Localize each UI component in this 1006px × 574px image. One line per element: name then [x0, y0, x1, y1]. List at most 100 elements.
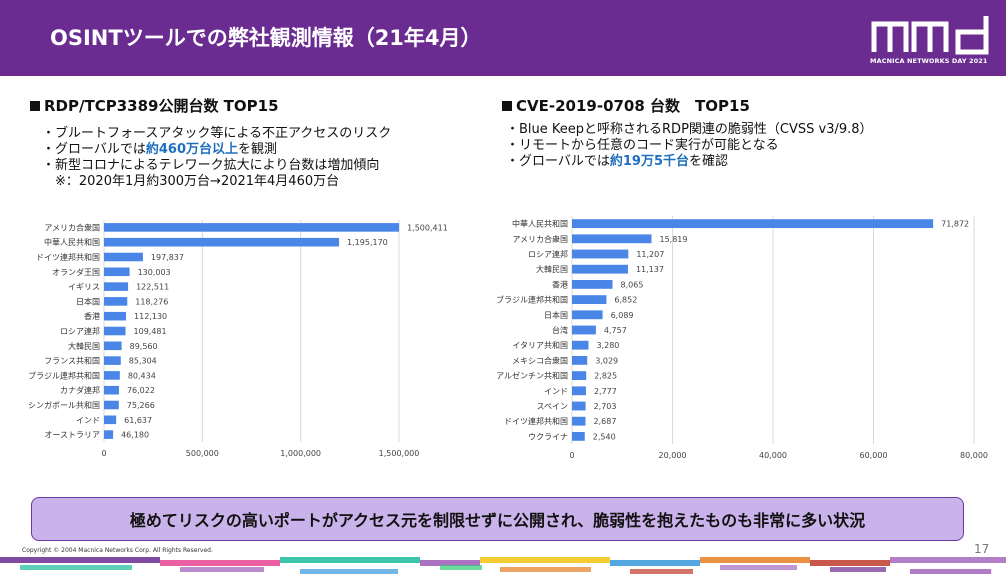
stripe [890, 557, 1006, 563]
category-label: インド [76, 416, 100, 425]
value-label: 122,511 [136, 283, 169, 292]
summary-banner: 極めてリスクの高いポートがアクセス元を制限せずに公開され、脆弱性を抱えたものも非… [31, 497, 964, 541]
category-label: 香港 [84, 311, 100, 321]
bar [572, 401, 586, 411]
x-tick-label: 0 [569, 451, 574, 460]
stripe [630, 569, 693, 574]
category-label: 日本国 [544, 310, 568, 320]
bar [572, 249, 629, 259]
category-label: ロシア連邦 [528, 249, 568, 259]
square-bullet-icon [30, 101, 40, 111]
bar [104, 400, 119, 410]
value-label: 2,703 [594, 402, 617, 411]
bar [572, 416, 586, 426]
category-label: ロシア連邦 [60, 326, 100, 336]
right-bullet-3: ・グローバルでは約19万5千台を確認 [506, 154, 729, 169]
bar [572, 431, 585, 441]
value-label: 130,003 [138, 268, 171, 277]
category-label: オーストラリア [44, 431, 100, 440]
bar [572, 371, 587, 381]
value-label: 1,195,170 [347, 238, 388, 247]
bar [572, 325, 596, 335]
right-section-title: CVE-2019-0708 台数 TOP15 [502, 95, 750, 116]
value-label: 11,207 [636, 250, 664, 259]
x-tick-label: 20,000 [659, 451, 687, 460]
x-tick-label: 1,000,000 [280, 449, 321, 458]
bar [572, 355, 588, 365]
right-bullet-1: ・Blue Keepと呼称されるRDP関連の脆弱性（CVSS v3/9.8） [506, 122, 873, 137]
stripe [810, 560, 890, 566]
bar [104, 311, 127, 321]
bar [104, 341, 122, 351]
value-label: 2,777 [594, 387, 617, 396]
value-label: 6,852 [614, 296, 637, 305]
stripe [420, 560, 480, 566]
value-label: 89,560 [130, 342, 158, 351]
value-label: 76,022 [127, 386, 155, 395]
category-label: フランス共和国 [44, 357, 100, 366]
right-bullet-2: ・リモートから任意のコード実行が可能となる [506, 138, 779, 153]
cve-bar-chart: 0 20,000 40,000 60,000 80,000 中華人民共和国 71,872 アメ… [496, 216, 988, 460]
category-label: 大韓民国 [68, 341, 100, 351]
bar [572, 234, 652, 244]
left-bullet-4: ※：2020年1月約300万台→2021年4月460万台 [42, 174, 340, 189]
bar [104, 415, 117, 425]
value-label: 2,825 [594, 372, 617, 381]
header-bar: OSINTツールでの弊社観測情報（21年4月） MACNICA NETWORKS… [0, 0, 1006, 76]
stripe [610, 560, 700, 566]
left-bullet-2: ・グローバルでは約460万台以上を観測 [42, 142, 278, 157]
category-label: ウクライナ [528, 432, 568, 441]
bar [572, 340, 589, 350]
category-label: インド [544, 387, 568, 396]
bar [572, 264, 628, 274]
bar [572, 295, 607, 305]
stripe [160, 560, 280, 566]
category-label: 台湾 [552, 325, 568, 335]
bar [572, 219, 934, 229]
value-label: 118,276 [135, 297, 168, 306]
value-label: 3,029 [595, 356, 618, 365]
x-tick-label: 500,000 [186, 449, 219, 458]
left-highlight: 約460万台以上 [145, 142, 239, 157]
rdp-bar-chart: 0 500,000 1,000,000 1,500,000 アメリカ合衆国 1,500,4… [28, 220, 448, 458]
bar [572, 279, 613, 289]
bar [104, 252, 143, 262]
left-bullet-3: ・新型コロナによるテレワーク拡大により台数は増加傾向 [42, 158, 380, 173]
value-label: 109,481 [134, 327, 167, 336]
value-label: 61,637 [124, 416, 152, 425]
decorative-stripes [0, 557, 1006, 574]
right-title-text: CVE-2019-0708 台数 TOP15 [516, 97, 750, 115]
square-bullet-icon [502, 101, 512, 111]
category-label: カナダ連邦 [60, 385, 100, 395]
value-label: 112,130 [134, 312, 167, 321]
bar [104, 297, 128, 306]
value-label: 197,837 [151, 253, 184, 262]
stripe [300, 569, 398, 574]
bar [104, 267, 130, 277]
category-label: シンガポール共和国 [28, 400, 100, 410]
value-label: 85,304 [129, 357, 157, 366]
value-label: 75,266 [127, 401, 155, 410]
stripe [180, 567, 264, 572]
logo-caption: MACNICA NETWORKS DAY 2021 [870, 57, 988, 65]
bar [572, 310, 603, 320]
bar [104, 237, 340, 247]
stripe [700, 557, 810, 563]
x-tick-label: 80,000 [960, 451, 988, 460]
bar [104, 223, 400, 232]
category-label: イギリス [68, 283, 100, 292]
value-label: 8,065 [621, 280, 644, 289]
stripe [720, 565, 797, 570]
value-label: 2,687 [594, 417, 617, 426]
stripe [830, 567, 886, 572]
stripe [280, 557, 420, 563]
value-label: 1,500,411 [407, 223, 448, 232]
value-label: 2,540 [593, 432, 616, 441]
category-label: 香港 [552, 279, 568, 289]
value-label: 71,872 [941, 220, 969, 229]
bar [104, 282, 129, 291]
stripe [440, 565, 482, 570]
value-label: 3,280 [596, 341, 619, 350]
left-bullet-list: ・ブルートフォースアタック等による不正アクセスのリスク ・グローバルでは約460… [42, 126, 391, 190]
left-section-title: RDP/TCP3389公開台数 TOP15 [30, 95, 279, 116]
